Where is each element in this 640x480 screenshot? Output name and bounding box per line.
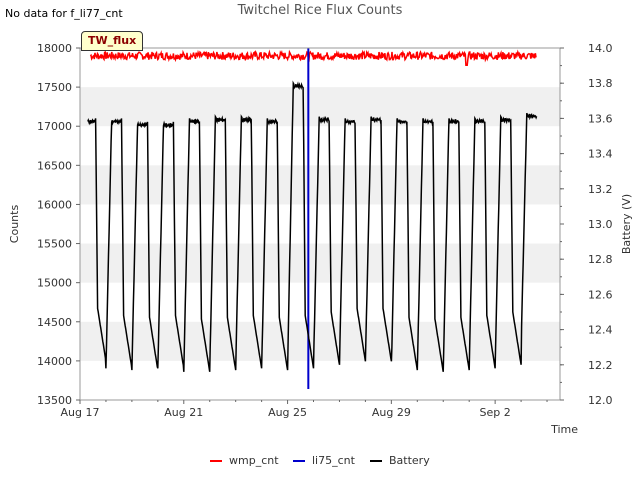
- y-tick-label: 15000: [37, 277, 72, 290]
- legend-label-battery: Battery: [389, 454, 430, 467]
- y-tick-label: 13500: [37, 394, 72, 407]
- x-axis-label: Time: [550, 423, 578, 436]
- legend-label-wmp: wmp_cnt: [229, 454, 279, 467]
- grid-band: [80, 243, 560, 283]
- legend-swatch-li75: [293, 459, 305, 462]
- y2-tick-label: 13.2: [588, 183, 613, 196]
- x-tick-label: Aug 25: [268, 406, 307, 419]
- y2-axis-label: Battery (V): [620, 194, 633, 254]
- y2-tick-label: 12.2: [588, 359, 613, 372]
- chart-title: Twitchel Rice Flux Counts: [237, 3, 403, 18]
- y-tick-label: 16000: [37, 198, 72, 211]
- y2-tick-label: 13.6: [588, 112, 613, 125]
- y2-tick-label: 13.0: [588, 218, 613, 231]
- y2-tick-label: 13.4: [588, 148, 613, 161]
- y-tick-label: 16500: [37, 159, 72, 172]
- no-data-note: No data for f_li77_cnt: [5, 7, 123, 20]
- axes-layer: 13500 14000 14500 15000 15500 16000 16500 17000…: [37, 42, 613, 419]
- y-tick-label: 14500: [37, 316, 72, 329]
- grid-bands: [80, 87, 560, 361]
- site-tag: TW_flux: [81, 31, 144, 51]
- legend-item-li75: li75_cnt: [293, 454, 355, 467]
- series-layer: [87, 48, 538, 390]
- grid-band: [80, 321, 560, 361]
- y2-tick-label: 12.8: [588, 253, 613, 266]
- y-tick-label: 17500: [37, 81, 72, 94]
- y2-tick-label: 12.0: [588, 394, 613, 407]
- legend-swatch-battery: [370, 459, 382, 462]
- x-tick-label: Aug 29: [372, 406, 411, 419]
- y-tick-label: 14000: [37, 355, 72, 368]
- y2-tick-label: 13.8: [588, 77, 613, 90]
- y-tick-label: 18000: [37, 42, 72, 55]
- legend-swatch-wmp: [210, 459, 222, 462]
- y2-tick-label: 14.0: [588, 42, 613, 55]
- grid-band: [80, 165, 560, 205]
- legend-label-li75: li75_cnt: [312, 454, 355, 467]
- y-tick-label: 15500: [37, 238, 72, 251]
- series-battery: [87, 80, 538, 372]
- series-wmp-cnt: [89, 49, 537, 66]
- x-tick-label: Sep 2: [480, 406, 511, 419]
- legend-item-wmp: wmp_cnt: [210, 454, 279, 467]
- legend-item-battery: Battery: [370, 454, 430, 467]
- y-axis-label: Counts: [8, 205, 21, 244]
- y2-tick-label: 12.6: [588, 288, 613, 301]
- y2-tick-label: 12.4: [588, 324, 613, 337]
- x-tick-label: Aug 21: [164, 406, 203, 419]
- y-tick-label: 17000: [37, 120, 72, 133]
- x-tick-label: Aug 17: [61, 406, 100, 419]
